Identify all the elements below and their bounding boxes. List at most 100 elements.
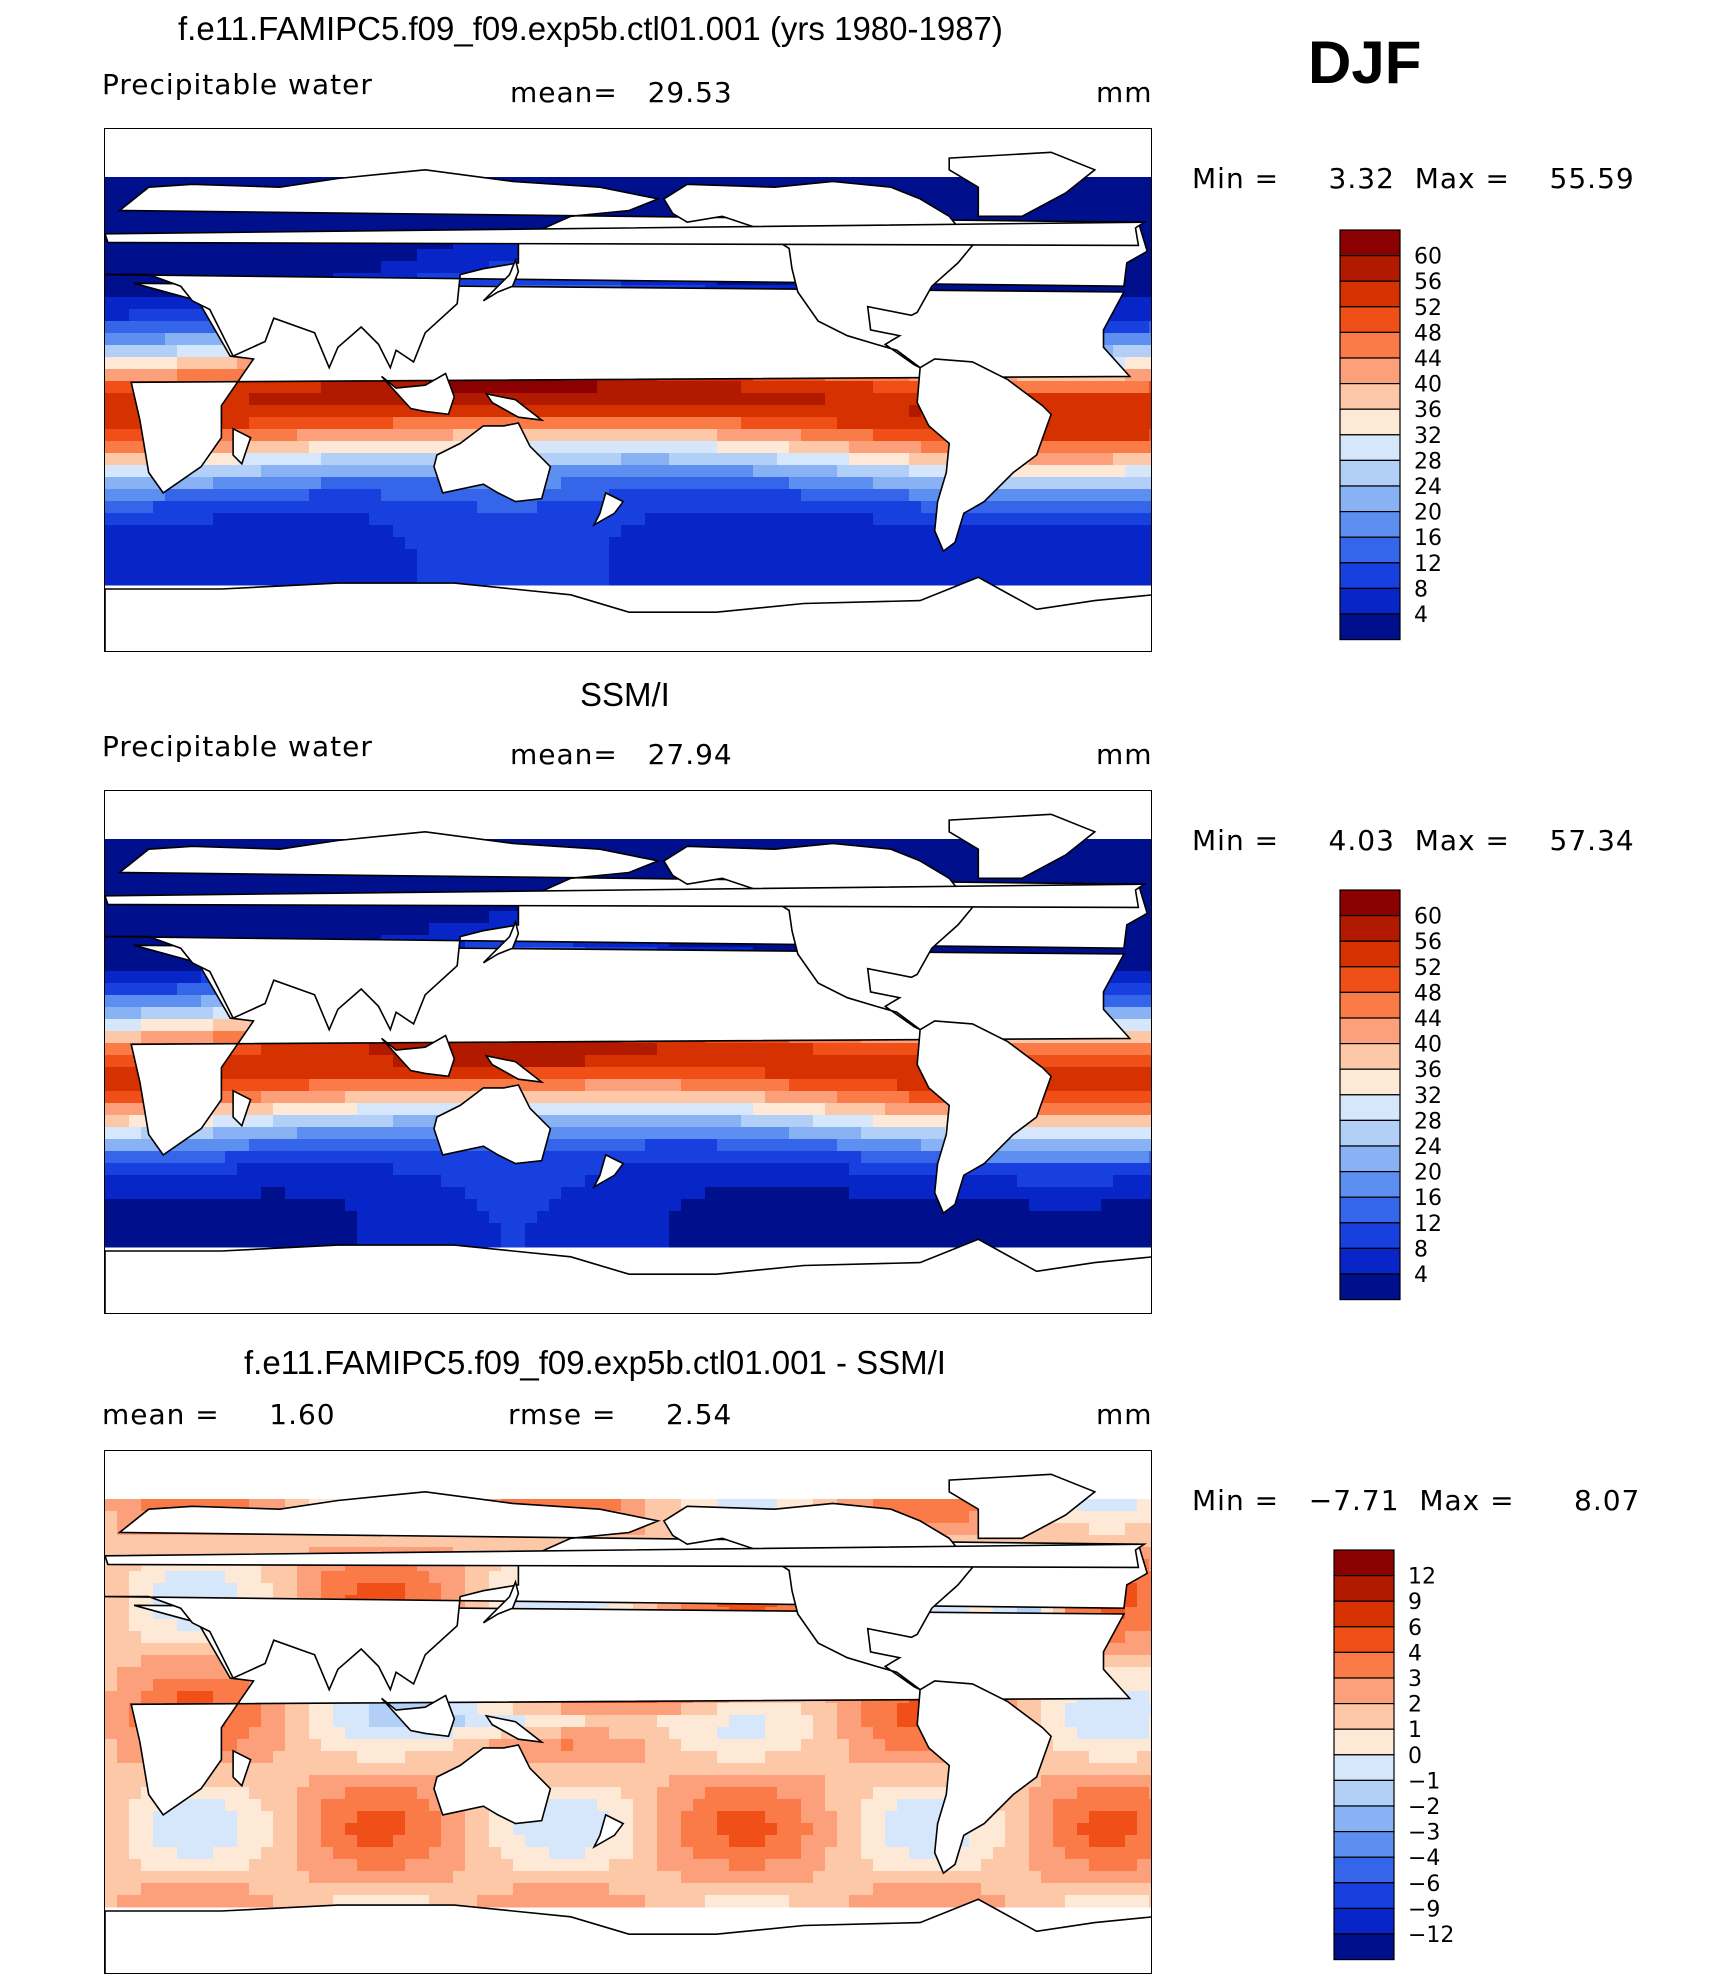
colorbar-swatch — [1333, 1779, 1395, 1807]
landmass — [482, 1579, 520, 1624]
landmass — [433, 1744, 552, 1825]
colorbar-tick-label: 6 — [1408, 1616, 1422, 1641]
colorbar-tick-label: 2 — [1408, 1693, 1422, 1718]
landmass — [482, 919, 520, 964]
landmass — [105, 830, 1149, 1032]
colorbar-tick-label: 20 — [1414, 1161, 1442, 1186]
landmass — [232, 1749, 252, 1788]
landmass — [105, 1238, 1151, 1313]
minmax-model: Min = 3.32 Max = 55.59 — [1192, 162, 1635, 195]
colorbar-obs: 60 56 52 48 44 40 36 32 28 24 20 16 12 8 4 — [1339, 889, 1480, 1304]
colorbar-tick-label: 48 — [1414, 321, 1442, 346]
landmass — [105, 1543, 1148, 1569]
colorbar-tick-label: 60 — [1414, 245, 1442, 270]
colorbar-tick-label: 28 — [1414, 449, 1442, 474]
colorbar-swatch — [1339, 1222, 1401, 1249]
units-label-obs: mm — [1096, 738, 1153, 771]
landmass — [916, 358, 1053, 553]
panel-title-diff: f.e11.FAMIPC5.f09_f09.exp5b.ctl01.001 - … — [244, 1344, 946, 1381]
colorbar-swatch — [1339, 485, 1401, 513]
colorbar-tick-label: 56 — [1414, 270, 1442, 295]
colorbar-swatch — [1339, 915, 1401, 942]
colorbar-tick-label: 0 — [1408, 1744, 1422, 1769]
colorbar-tick-label: 40 — [1414, 1033, 1442, 1058]
colorbar-swatch — [1339, 1247, 1401, 1275]
colorbar-swatch — [1339, 408, 1401, 436]
colorbar-swatch — [1339, 255, 1401, 282]
minmax-obs: Min = 4.03 Max = 57.34 — [1192, 824, 1635, 857]
panel-title-model: f.e11.FAMIPC5.f09_f09.exp5b.ctl01.001 (y… — [178, 10, 1003, 47]
landmass — [381, 1034, 456, 1078]
colorbar-swatch — [1333, 1703, 1395, 1730]
landmass — [105, 1898, 1151, 1973]
landmass — [916, 1680, 1053, 1875]
colorbar-swatch — [1333, 1600, 1395, 1628]
colorbar-swatch — [1339, 434, 1401, 462]
colorbar-swatch — [1333, 1549, 1395, 1577]
units-label-diff: mm — [1096, 1398, 1153, 1431]
landmass — [948, 151, 1097, 218]
colorbar-swatch — [1339, 331, 1401, 359]
colorbar-tick-label: 56 — [1414, 930, 1442, 955]
colorbar-tick-label: 28 — [1414, 1109, 1442, 1134]
colorbar-swatch — [1339, 511, 1401, 538]
colorbar-tick-label: 12 — [1408, 1565, 1436, 1590]
landmass — [433, 422, 552, 503]
colorbar-tick-label: −12 — [1408, 1923, 1454, 1948]
colorbar-swatch — [1339, 966, 1401, 994]
colorbar-swatch — [1339, 1017, 1401, 1045]
colorbar-swatch — [1333, 1728, 1395, 1756]
colorbar-tick-label: 44 — [1414, 1007, 1442, 1032]
colorbar-tick-label: 20 — [1414, 501, 1442, 526]
landmass — [948, 1473, 1097, 1540]
colorbar-swatch — [1333, 1754, 1395, 1782]
colorbar-swatch — [1339, 1043, 1401, 1070]
colorbar-swatch — [1333, 1677, 1395, 1705]
landmass — [484, 1054, 545, 1084]
colorbar-tick-label: 9 — [1408, 1590, 1422, 1615]
map-diff — [104, 1450, 1152, 1974]
landmass — [484, 392, 545, 422]
colorbar-tick-label: 8 — [1414, 1237, 1428, 1262]
colorbar-swatch — [1339, 536, 1401, 564]
colorbar-tick-label: 16 — [1414, 1186, 1442, 1211]
landmass — [381, 1694, 456, 1738]
colorbar-tick-label: 48 — [1414, 981, 1442, 1006]
colorbar-tick-label: 1 — [1408, 1718, 1422, 1743]
colorbar-swatch — [1339, 889, 1401, 917]
landmass — [105, 168, 1149, 370]
colorbar-swatch — [1339, 991, 1401, 1019]
colorbar-tick-label: −2 — [1408, 1795, 1440, 1820]
colorbar-tick-label: 32 — [1414, 1084, 1442, 1109]
colorbar-tick-label: 16 — [1414, 526, 1442, 551]
colorbar-tick-label: −6 — [1408, 1872, 1440, 1897]
colorbar-swatch — [1339, 1171, 1401, 1198]
colorbar-swatch — [1339, 1145, 1401, 1173]
landmass — [105, 883, 1148, 909]
landmass — [592, 491, 625, 527]
colorbar-model: 60 56 52 48 44 40 36 32 28 24 20 16 12 8 4 — [1339, 229, 1480, 644]
landmass — [592, 1813, 625, 1849]
landmass — [948, 813, 1097, 880]
panel-title-obs: SSM/I — [580, 676, 670, 713]
colorbar-tick-label: 4 — [1414, 1263, 1428, 1288]
colorbar-tick-label: −1 — [1408, 1769, 1440, 1794]
colorbar-swatch — [1333, 1856, 1395, 1884]
colorbar-swatch — [1339, 1119, 1401, 1147]
minmax-diff: Min = −7.71 Max = 8.07 — [1192, 1484, 1641, 1517]
colorbar-swatch — [1339, 1094, 1401, 1122]
colorbar-tick-label: 24 — [1414, 1135, 1442, 1160]
variable-label-model: Precipitable water — [102, 68, 373, 101]
landmass — [232, 1089, 252, 1128]
colorbar-tick-label: 60 — [1414, 905, 1442, 930]
colorbar-swatch — [1333, 1831, 1395, 1858]
rmse-value-diff: rmse = 2.54 — [508, 1398, 733, 1431]
map-model — [104, 128, 1152, 652]
colorbar-tick-label: −4 — [1408, 1846, 1440, 1871]
colorbar-swatch — [1339, 562, 1401, 589]
landmass — [105, 1490, 1149, 1692]
colorbar-tick-label: 32 — [1414, 424, 1442, 449]
colorbar-swatch — [1333, 1805, 1395, 1833]
landmass — [381, 372, 456, 416]
landmass — [105, 576, 1151, 651]
